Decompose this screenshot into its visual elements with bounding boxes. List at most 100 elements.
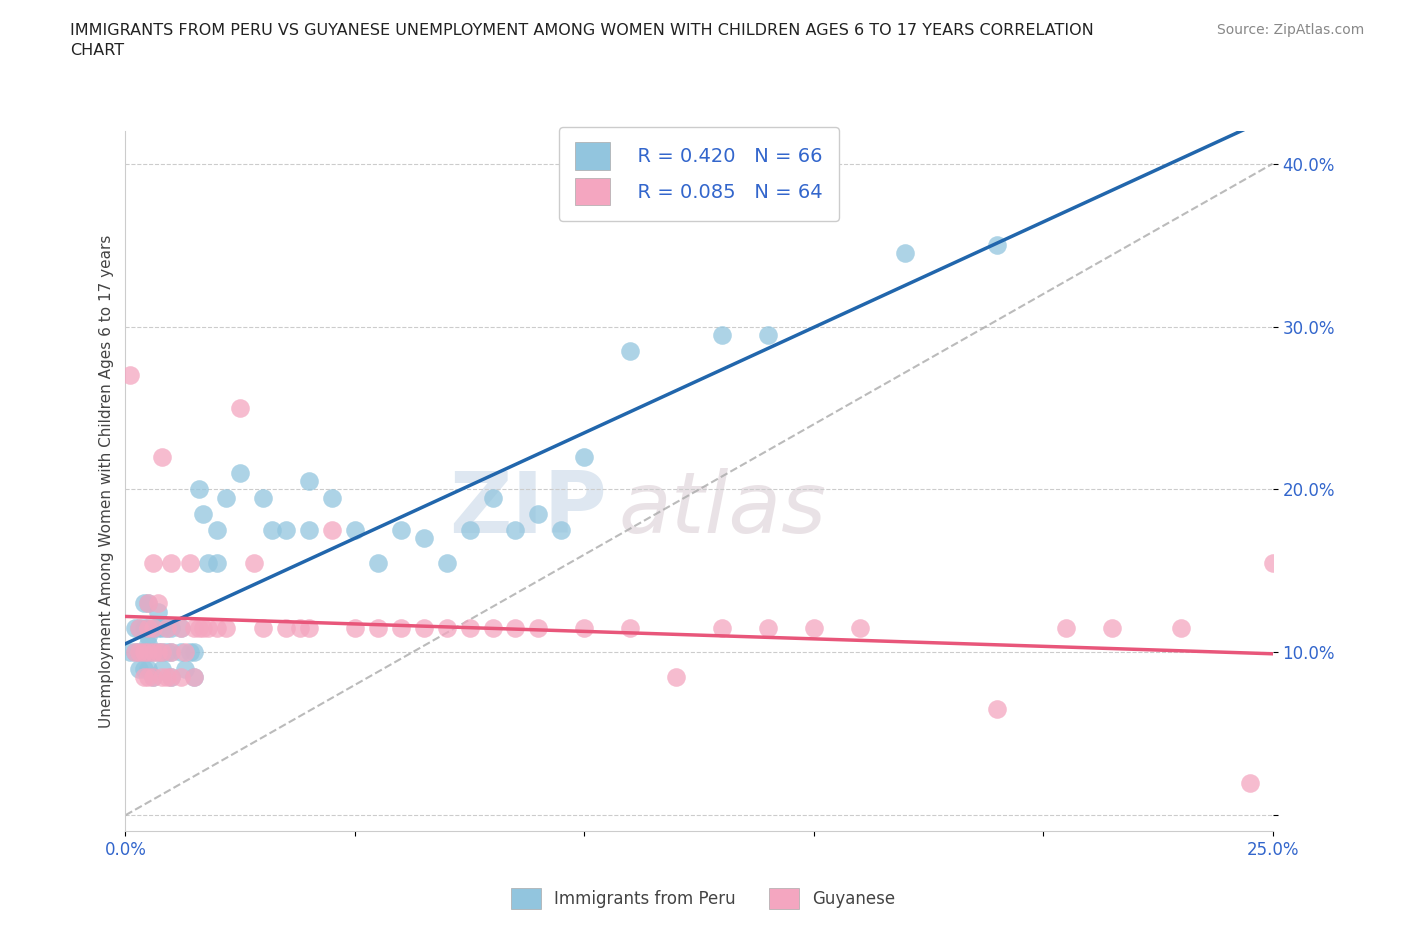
Point <box>193 507 215 522</box>
Point <box>132 596 155 611</box>
Point <box>481 490 503 505</box>
Point <box>986 238 1008 253</box>
Point <box>124 620 146 635</box>
Point <box>160 644 183 659</box>
Point <box>150 620 173 635</box>
Point <box>169 670 191 684</box>
Point <box>527 620 550 635</box>
Point <box>183 644 205 659</box>
Point <box>183 670 205 684</box>
Point <box>183 670 205 684</box>
Point <box>207 620 229 635</box>
Point <box>197 620 219 635</box>
Point <box>321 523 343 538</box>
Point <box>138 629 160 644</box>
Point <box>138 620 160 635</box>
Text: IMMIGRANTS FROM PERU VS GUYANESE UNEMPLOYMENT AMONG WOMEN WITH CHILDREN AGES 6 T: IMMIGRANTS FROM PERU VS GUYANESE UNEMPLO… <box>70 23 1094 58</box>
Point <box>215 490 238 505</box>
Point <box>124 644 146 659</box>
Point <box>1170 620 1192 635</box>
Point <box>128 620 150 635</box>
Point <box>389 620 412 635</box>
Point <box>138 644 160 659</box>
Point <box>321 490 343 505</box>
Point <box>146 596 169 611</box>
Point <box>128 661 150 676</box>
Point <box>436 555 458 570</box>
Point <box>174 661 197 676</box>
Point <box>160 670 183 684</box>
Point <box>156 670 179 684</box>
Point <box>274 523 297 538</box>
Point <box>187 482 209 497</box>
Point <box>142 670 165 684</box>
Point <box>156 620 179 635</box>
Point <box>343 620 366 635</box>
Point <box>252 490 274 505</box>
Point <box>160 620 183 635</box>
Point <box>150 670 173 684</box>
Y-axis label: Unemployment Among Women with Children Ages 6 to 17 years: Unemployment Among Women with Children A… <box>100 234 114 728</box>
Point <box>343 523 366 538</box>
Point <box>138 596 160 611</box>
Point <box>156 644 179 659</box>
Point <box>207 555 229 570</box>
Point <box>986 702 1008 717</box>
Point <box>252 620 274 635</box>
Point <box>1239 776 1261 790</box>
Point <box>756 327 779 342</box>
Point <box>160 555 183 570</box>
Point <box>710 327 733 342</box>
Point <box>458 620 481 635</box>
Point <box>128 644 150 659</box>
Point <box>412 620 434 635</box>
Point <box>505 523 527 538</box>
Point <box>138 644 160 659</box>
Point <box>174 644 197 659</box>
Point <box>389 523 412 538</box>
Point <box>274 620 297 635</box>
Point <box>169 644 191 659</box>
Point <box>527 507 550 522</box>
Point <box>243 555 266 570</box>
Point <box>150 661 173 676</box>
Point <box>803 620 825 635</box>
Point <box>132 644 155 659</box>
Point <box>132 661 155 676</box>
Point <box>160 644 183 659</box>
Point <box>146 644 169 659</box>
Point <box>436 620 458 635</box>
Point <box>1054 620 1077 635</box>
Point <box>412 531 434 546</box>
Point <box>142 620 165 635</box>
Point <box>150 449 173 464</box>
Point <box>193 620 215 635</box>
Point <box>132 620 155 635</box>
Point <box>187 620 209 635</box>
Point <box>458 523 481 538</box>
Point <box>138 661 160 676</box>
Text: Source: ZipAtlas.com: Source: ZipAtlas.com <box>1216 23 1364 37</box>
Point <box>128 620 150 635</box>
Point <box>138 644 160 659</box>
Point <box>142 555 165 570</box>
Point <box>207 523 229 538</box>
Point <box>128 644 150 659</box>
Point <box>665 670 688 684</box>
Point <box>169 620 191 635</box>
Point <box>132 644 155 659</box>
Point <box>505 620 527 635</box>
Text: atlas: atlas <box>619 468 827 551</box>
Point <box>120 644 142 659</box>
Point <box>215 620 238 635</box>
Point <box>574 620 596 635</box>
Point <box>138 670 160 684</box>
Point <box>298 620 321 635</box>
Point <box>179 555 201 570</box>
Point <box>262 523 284 538</box>
Point <box>146 644 169 659</box>
Point <box>132 670 155 684</box>
Point <box>183 620 205 635</box>
Point <box>124 644 146 659</box>
Legend: Immigrants from Peru, Guyanese: Immigrants from Peru, Guyanese <box>502 880 904 917</box>
